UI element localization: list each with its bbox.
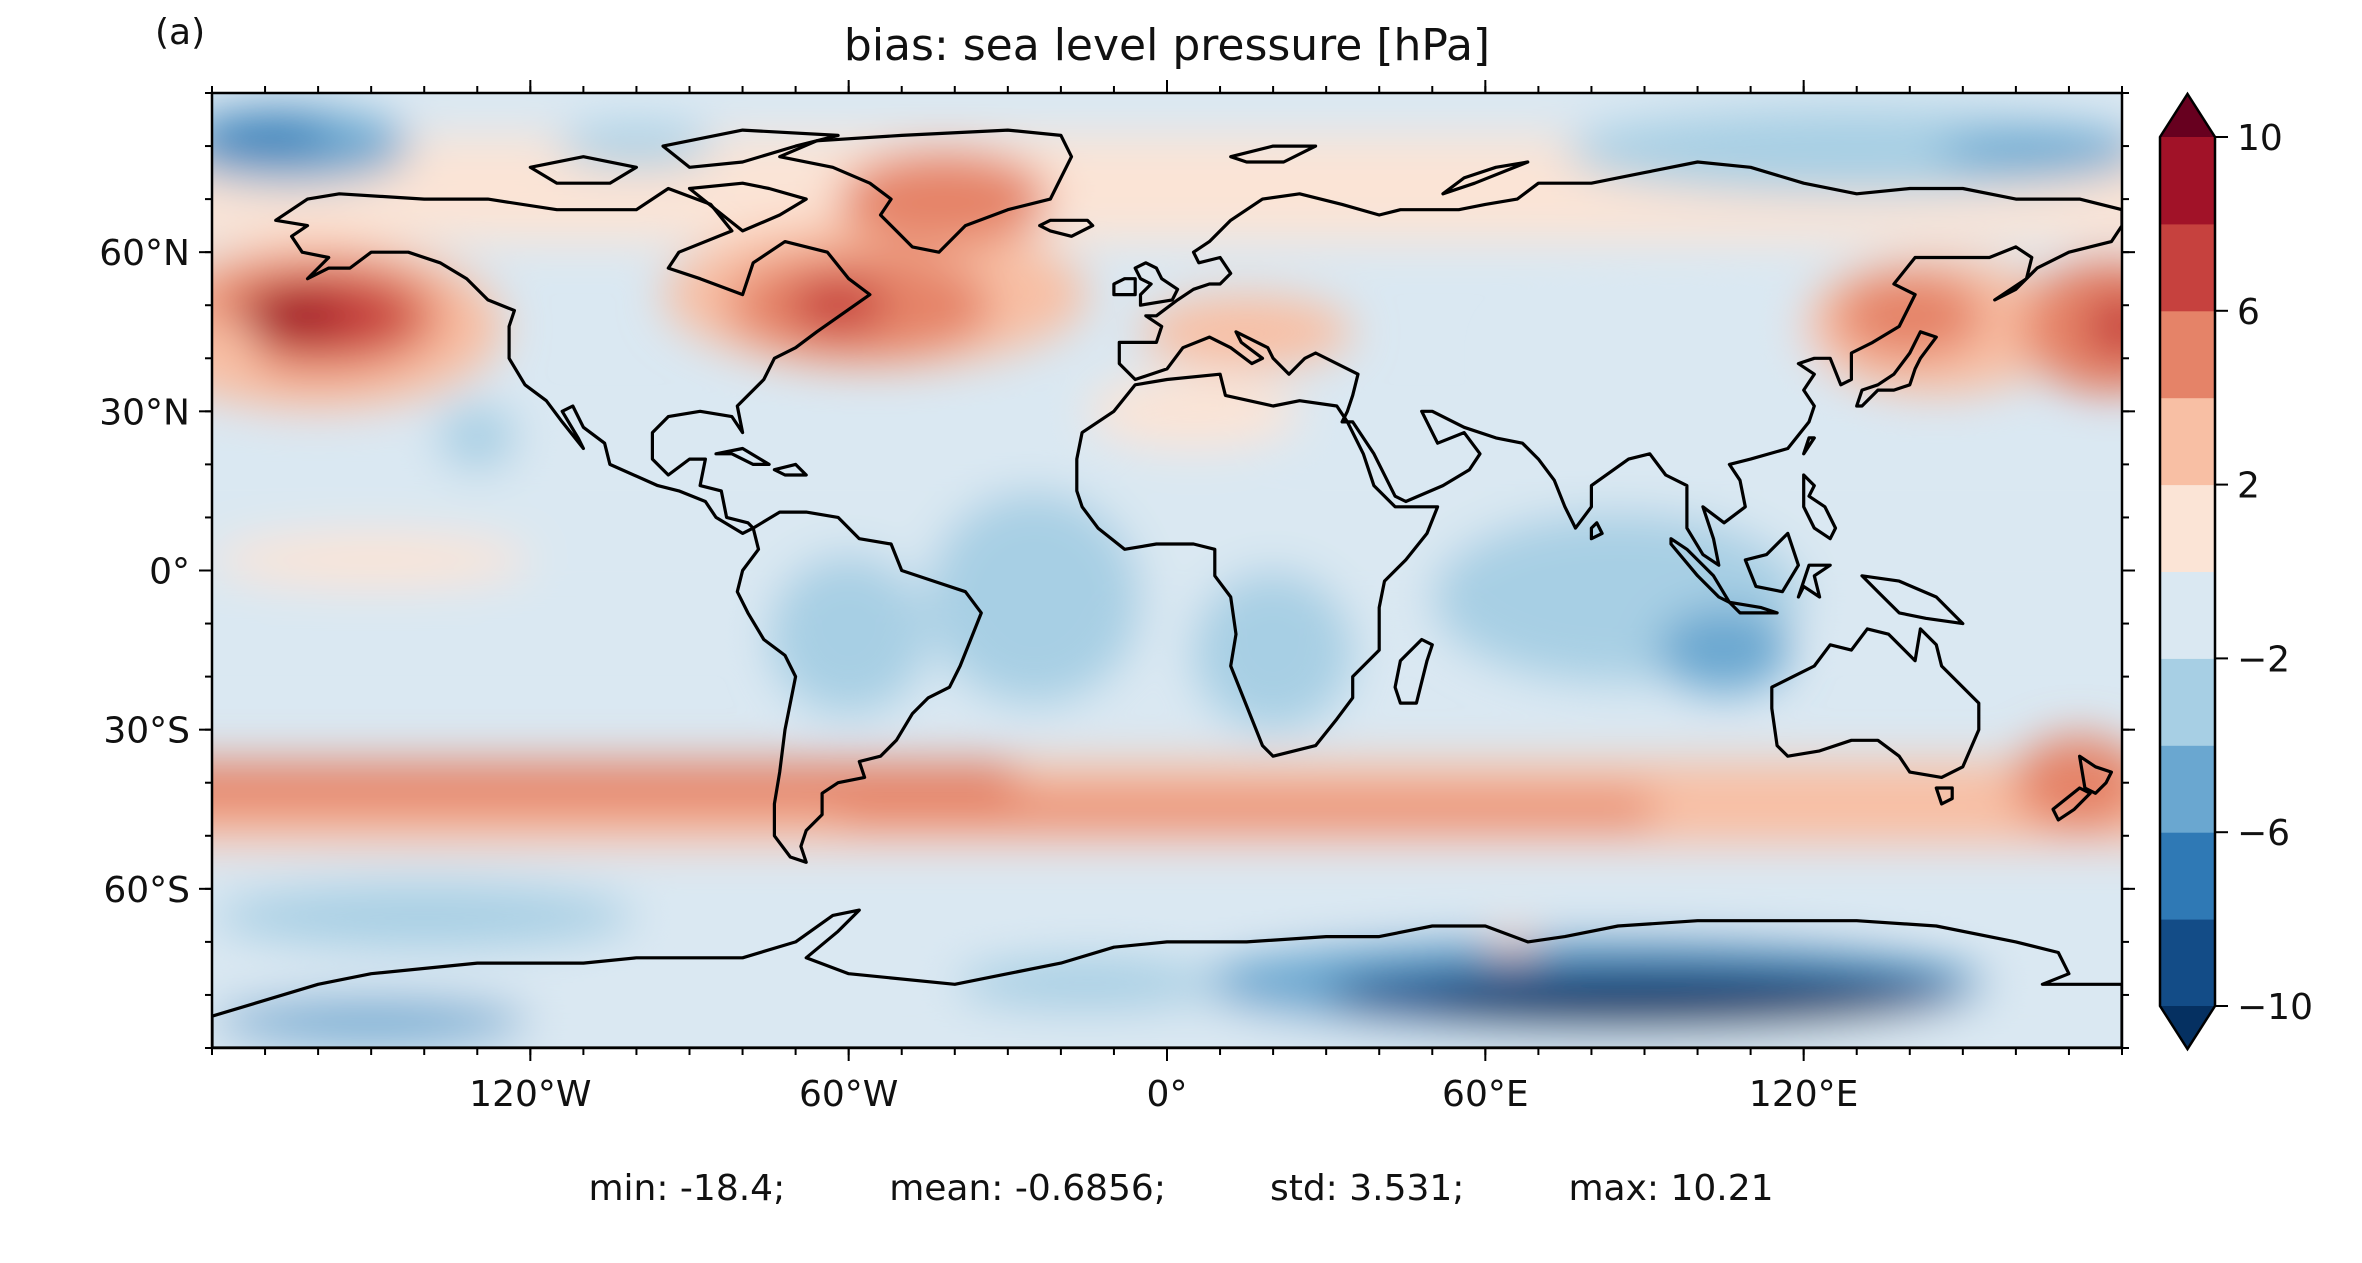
coastline-20 bbox=[1796, 563, 1832, 599]
field-anomaly-19 bbox=[790, 278, 886, 332]
colorbar: 10 6 2 −2 −6 −10 bbox=[2158, 91, 2313, 1052]
field-band-2 bbox=[841, 793, 1652, 826]
stat-max: max: 10.21 bbox=[1568, 1168, 1774, 1209]
coastline-10 bbox=[1855, 330, 1938, 408]
field-anomaly-39 bbox=[1432, 984, 1910, 1027]
colorbar-tick-label: 10 bbox=[2237, 118, 2283, 159]
field-anomaly-25 bbox=[2021, 257, 2122, 396]
lat-tick-label: 30°S bbox=[103, 711, 190, 752]
coastline-11 bbox=[1770, 627, 1981, 779]
lon-tick-label: 120°W bbox=[469, 1074, 591, 1115]
field-anomaly-30 bbox=[212, 116, 332, 155]
field-anomaly-41 bbox=[954, 957, 1221, 1011]
colorbar-tick-label: 2 bbox=[2237, 466, 2260, 507]
colorbar-tick-label: −2 bbox=[2237, 639, 2290, 680]
field-anomaly-31 bbox=[1565, 108, 2122, 194]
field-anomaly-8 bbox=[769, 554, 929, 714]
coastline-14 bbox=[2051, 786, 2092, 822]
field-anomaly-20 bbox=[838, 151, 1051, 247]
field-anomaly-12 bbox=[1511, 305, 1831, 412]
coastline-5 bbox=[1589, 521, 1604, 541]
colorbar-tick-label: −10 bbox=[2237, 987, 2313, 1028]
coastline-6 bbox=[1133, 261, 1180, 307]
coastline-28 bbox=[1441, 160, 1530, 196]
field-band-4 bbox=[212, 437, 2122, 624]
field-anomaly-24 bbox=[1835, 273, 1985, 359]
coastline-0 bbox=[274, 186, 872, 535]
stat-std: std: 3.531; bbox=[1269, 1168, 1465, 1209]
field-anomaly-5 bbox=[928, 490, 1141, 704]
colorbar-segment bbox=[2160, 310, 2215, 399]
coastline-13 bbox=[2078, 754, 2113, 795]
coastline-23 bbox=[772, 462, 808, 477]
coastline-8 bbox=[1038, 218, 1095, 238]
lon-tick-label: 60°E bbox=[1442, 1074, 1529, 1115]
coastline-25 bbox=[528, 155, 638, 185]
colorbar-tick-label: 6 bbox=[2237, 292, 2260, 333]
field-anomaly-42 bbox=[1485, 931, 1539, 953]
colorbar-segment bbox=[2160, 571, 2215, 659]
coastline-22 bbox=[714, 446, 771, 466]
colorbar-tick-label: −6 bbox=[2237, 813, 2290, 854]
panel-label: (a) bbox=[155, 12, 206, 53]
coastline-24 bbox=[687, 181, 808, 233]
coastline-15 bbox=[1743, 531, 1800, 594]
coastline-27 bbox=[1229, 144, 1318, 164]
coastline-9 bbox=[778, 128, 1074, 254]
stats-line: min: -18.4; mean: -0.6856; std: 3.531; max:… bbox=[0, 1168, 2362, 1209]
colorbar-over-arrow bbox=[2160, 94, 2215, 137]
colorbar-segment bbox=[2160, 223, 2215, 312]
coastline-26 bbox=[661, 128, 840, 169]
lon-tick-label: 120°E bbox=[1749, 1074, 1858, 1115]
coastline-18 bbox=[1860, 574, 1965, 626]
colorbar-segment bbox=[2160, 832, 2215, 920]
colorbar-segment bbox=[2160, 137, 2215, 225]
field-anomaly-27 bbox=[212, 315, 260, 401]
lat-tick-label: 60°S bbox=[103, 870, 190, 911]
coastline-12 bbox=[1934, 786, 1954, 806]
coastline-3 bbox=[1393, 637, 1434, 705]
field-anomaly-21 bbox=[1140, 294, 1353, 369]
field-anomaly-35 bbox=[212, 883, 637, 948]
field-anomaly-28 bbox=[2013, 734, 2122, 831]
field-anomaly-11 bbox=[212, 533, 531, 587]
stat-mean: mean: -0.6856; bbox=[889, 1168, 1166, 1209]
lat-tick-label: 60°N bbox=[99, 233, 190, 274]
coastline-7 bbox=[1112, 277, 1137, 297]
field-anomaly-40 bbox=[212, 1000, 531, 1043]
field-anomaly-33 bbox=[556, 124, 717, 168]
colorbar-segment bbox=[2160, 484, 2215, 572]
colorbar-segment bbox=[2160, 658, 2215, 746]
colorbar-segment bbox=[2160, 397, 2215, 486]
lon-tick-label: 0° bbox=[1147, 1074, 1188, 1115]
field-anomaly-26 bbox=[2084, 294, 2122, 359]
lon-tick-label: 60°W bbox=[799, 1074, 898, 1115]
coastline-2 bbox=[1075, 372, 1440, 758]
coastline-17 bbox=[1727, 600, 1779, 615]
coastline-16 bbox=[1669, 537, 1731, 604]
field-anomaly-9 bbox=[1193, 570, 1353, 730]
field-anomaly-7 bbox=[1657, 607, 1791, 693]
coastline-21 bbox=[1802, 436, 1816, 456]
bias-field bbox=[212, 93, 2122, 1048]
field-anomaly-10 bbox=[437, 406, 518, 470]
colorbar-under-arrow bbox=[2160, 1006, 2215, 1049]
field-anomaly-22 bbox=[1087, 374, 1300, 449]
lat-tick-label: 0° bbox=[149, 552, 190, 593]
map-title: bias: sea level pressure [hPa] bbox=[843, 20, 1491, 71]
colorbar-segment bbox=[2160, 919, 2215, 1007]
coastline-19 bbox=[1802, 473, 1838, 541]
lat-tick-label: 30°N bbox=[99, 392, 190, 433]
colorbar-segment bbox=[2160, 745, 2215, 833]
field-anomaly-16 bbox=[238, 289, 345, 343]
coastline-4 bbox=[1117, 160, 2122, 567]
coastline-1 bbox=[735, 510, 983, 864]
coastline-29 bbox=[212, 908, 2122, 1048]
field-anomaly-32 bbox=[1936, 130, 2122, 173]
stat-min: min: -18.4; bbox=[588, 1168, 786, 1209]
